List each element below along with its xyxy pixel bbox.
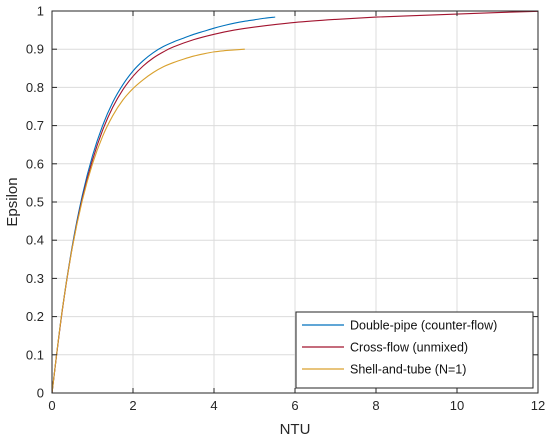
x-axis-title: NTU — [280, 421, 311, 438]
x-tick-label: 12 — [531, 398, 545, 413]
legend: Double-pipe (counter-flow) Cross-flow (un… — [295, 311, 534, 389]
y-tick-label: 0.7 — [26, 118, 44, 133]
tick-layer: 0 2 4 6 8 10 12 0 0.1 0.2 0.3 0.4 0.5 0.6 0.7 0.8 0.9 1 — [26, 4, 545, 414]
x-tick-label: 10 — [450, 398, 464, 413]
y-tick-label: 0 — [37, 386, 44, 401]
legend-label-cross-flow-unmixed: Cross-flow (unmixed) — [350, 341, 468, 355]
axis-label-layer: NTU Epsilon — [4, 177, 310, 438]
x-tick-label: 4 — [210, 398, 217, 413]
y-tick-label: 0.6 — [26, 156, 44, 171]
y-tick-label: 0.5 — [26, 195, 44, 210]
x-tick-label: 8 — [372, 398, 379, 413]
y-tick-label: 0.4 — [26, 233, 44, 248]
y-tick-label: 0.9 — [26, 42, 44, 57]
series-line-cross-flow-unmixed — [51, 10, 539, 394]
x-tick-label: 6 — [291, 398, 298, 413]
y-tick-label: 0.8 — [26, 80, 44, 95]
y-tick-label: 0.1 — [26, 347, 44, 362]
legend-label-double-pipe-counter-flow: Double-pipe (counter-flow) — [350, 319, 497, 333]
series-layer — [51, 10, 539, 394]
y-tick-label: 0.3 — [26, 271, 44, 286]
y-tick-label: 1 — [37, 4, 44, 19]
x-tick-label: 0 — [48, 398, 55, 413]
series-line-double-pipe-counter-flow — [51, 16, 276, 394]
series-line-shell-and-tube-n-1 — [51, 48, 245, 394]
y-tick-label: 0.2 — [26, 309, 44, 324]
legend-label-shell-and-tube-n-1: Shell-and-tube (N=1) — [350, 363, 466, 377]
y-axis-title: Epsilon — [4, 177, 21, 226]
x-tick-label: 2 — [129, 398, 136, 413]
